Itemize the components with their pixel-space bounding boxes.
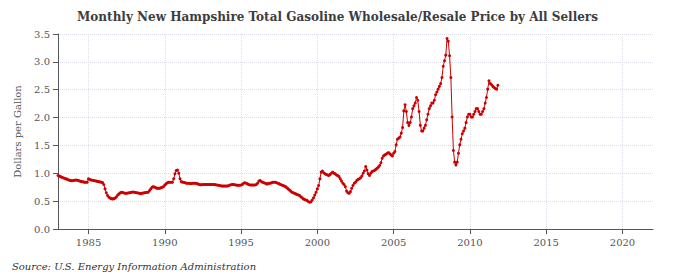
svg-text:0.0: 0.0 xyxy=(34,224,50,235)
svg-text:3.5: 3.5 xyxy=(34,29,50,40)
svg-text:2010: 2010 xyxy=(457,237,482,248)
svg-text:1.5: 1.5 xyxy=(34,140,50,151)
svg-text:0.5: 0.5 xyxy=(34,196,50,207)
svg-text:1995: 1995 xyxy=(228,237,253,248)
svg-text:Dollars per Gallon: Dollars per Gallon xyxy=(12,85,23,178)
svg-text:1990: 1990 xyxy=(152,237,177,248)
svg-text:3.0: 3.0 xyxy=(34,56,50,67)
svg-text:2015: 2015 xyxy=(533,237,558,248)
svg-text:2000: 2000 xyxy=(305,237,330,248)
svg-text:2005: 2005 xyxy=(381,237,406,248)
svg-text:2.0: 2.0 xyxy=(34,112,50,123)
svg-text:2.5: 2.5 xyxy=(34,84,50,95)
svg-text:Monthly New Hampshire Total Ga: Monthly New Hampshire Total Gasoline Who… xyxy=(77,10,598,24)
svg-text:Source: U.S. Energy Informatio: Source: U.S. Energy Information Administ… xyxy=(12,261,256,272)
svg-text:2020: 2020 xyxy=(610,237,635,248)
svg-text:1.0: 1.0 xyxy=(34,168,50,179)
svg-text:1985: 1985 xyxy=(76,237,101,248)
